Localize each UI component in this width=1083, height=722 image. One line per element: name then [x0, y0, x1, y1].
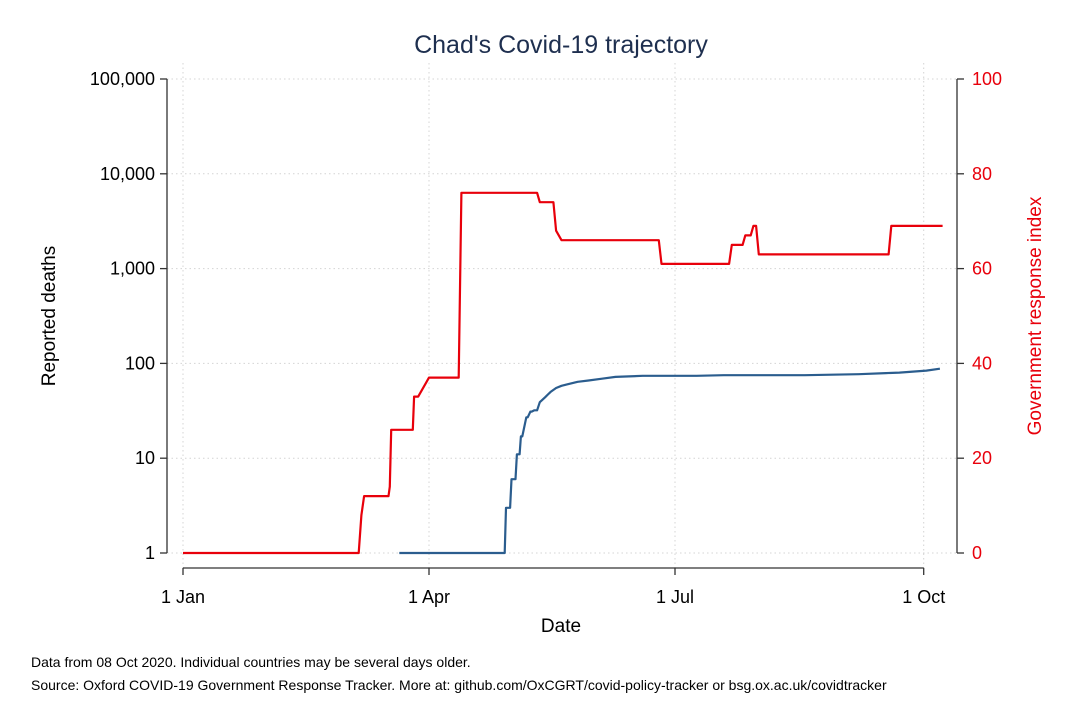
series — [183, 191, 943, 555]
y-tick-label: 1,000 — [110, 259, 155, 279]
response-index-line — [183, 191, 943, 555]
y2-tick-label: 80 — [972, 164, 992, 184]
y-tick-label: 100,000 — [90, 69, 155, 89]
y2-tick-label: 60 — [972, 259, 992, 279]
x-tick-label: 1 Jan — [161, 587, 205, 607]
y2-tick-label: 100 — [972, 69, 1002, 89]
y2-tick-label: 20 — [972, 448, 992, 468]
x-axis-title: Date — [541, 616, 581, 637]
y2-axis-title: Government response index — [1025, 196, 1046, 435]
grid — [167, 63, 957, 568]
y2-tick-label: 40 — [972, 353, 992, 373]
axes — [166, 79, 958, 569]
source-note: Source: Oxford COVID-19 Government Respo… — [31, 677, 887, 693]
ticks: 1 10 100 1,000 10,000 100,000 0 20 40 60 80 100 1 Ja… — [90, 69, 1002, 607]
y2-tick-label: 0 — [972, 543, 982, 563]
x-tick-label: 1 Oct — [902, 587, 945, 607]
y-axis-title: Reported deaths — [39, 246, 60, 387]
x-tick-label: 1 Jul — [656, 587, 694, 607]
y-tick-label: 10 — [135, 448, 155, 468]
y-tick-label: 100 — [125, 353, 155, 373]
x-tick-label: 1 Apr — [408, 587, 450, 607]
chart-title: Chad's Covid-19 trajectory — [414, 31, 708, 59]
data-note: Data from 08 Oct 2020. Individual countr… — [31, 654, 471, 670]
y-tick-label: 10,000 — [100, 164, 155, 184]
deaths-line — [399, 367, 941, 555]
y-tick-label: 1 — [145, 543, 155, 563]
